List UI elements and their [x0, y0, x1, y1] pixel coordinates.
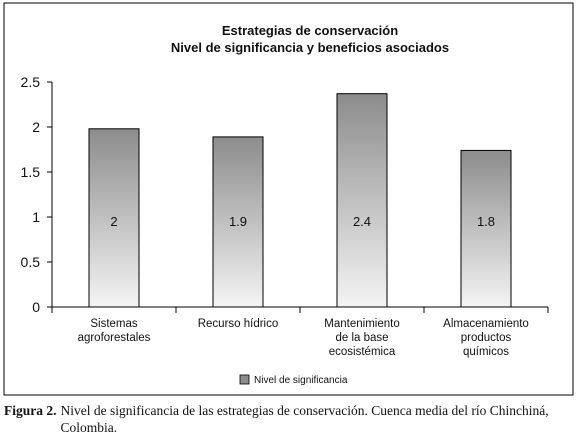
y-tick-label: 1	[32, 209, 40, 225]
x-tick-label: ecosistémica	[329, 346, 396, 358]
y-tick-label: 2.5	[21, 74, 41, 90]
figure-caption: Figura 2. Nivel de significancia de las …	[4, 402, 578, 436]
legend-label: Nivel de significancia	[254, 375, 348, 386]
x-tick-label: productos	[461, 332, 512, 344]
x-tick-label: Sistemas	[90, 318, 138, 330]
bars: 2 1.9 2.4 1.8	[88, 93, 512, 308]
chart-title: Estrategias de conservación Nivel de sign…	[171, 23, 449, 55]
y-tick-label: 0	[32, 299, 40, 315]
chart-title-line: Nivel de significancia y beneficios asoc…	[171, 40, 449, 55]
bar-value-label: 1.8	[477, 214, 495, 229]
bar	[212, 136, 264, 308]
x-tick-label: químicos	[463, 346, 509, 358]
caption-label: Figura 2.	[4, 403, 57, 418]
bar-value-label: 2	[110, 214, 117, 229]
x-tick-label: Almacenamiento	[443, 318, 529, 330]
bar	[336, 93, 388, 308]
bar	[460, 149, 512, 308]
y-tick-label: 2	[32, 119, 40, 135]
x-axis-labels: Sistemas agroforestales Recurso hídrico Man…	[78, 318, 529, 358]
bar-value-label: 2.4	[353, 214, 371, 229]
legend: Nivel de significancia	[239, 374, 348, 386]
x-tick-label: Recurso hídrico	[198, 318, 279, 330]
chart-title-line: Estrategias de conservación	[222, 23, 398, 38]
x-tick-label: de la base	[335, 332, 388, 344]
caption-text: Nivel de significancia de las estrategia…	[60, 403, 549, 435]
x-tick-label: Mantenimiento	[324, 318, 399, 330]
bar	[88, 128, 140, 308]
bar-value-label: 1.9	[229, 214, 247, 229]
y-tick-label: 0.5	[21, 254, 41, 270]
x-tick-label: agroforestales	[78, 332, 151, 344]
legend-swatch	[239, 374, 250, 385]
y-tick-label: 1.5	[21, 164, 41, 180]
